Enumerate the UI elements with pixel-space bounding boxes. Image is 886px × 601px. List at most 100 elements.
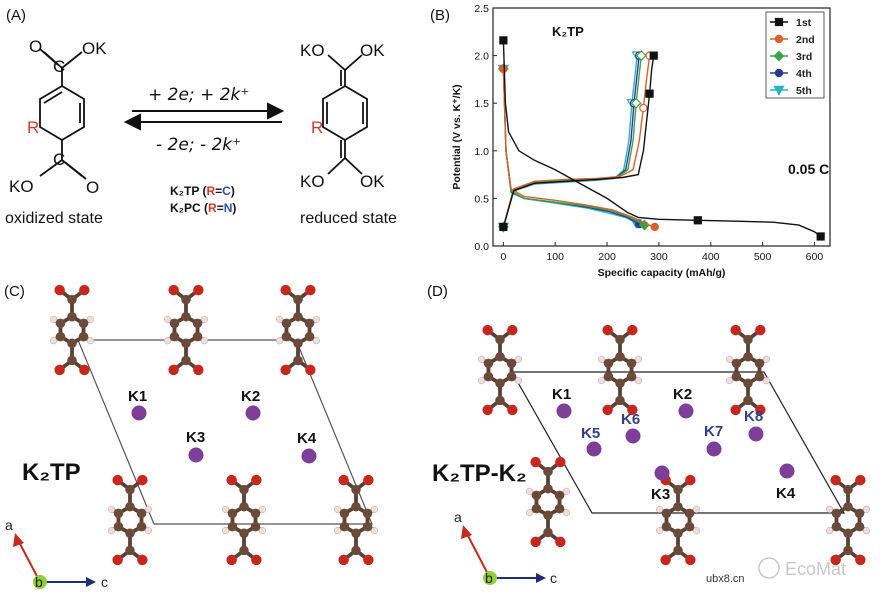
arrowhead <box>267 102 285 120</box>
oxygen-atom <box>193 284 204 296</box>
data-point <box>649 51 658 60</box>
data-point <box>645 89 654 98</box>
hydrogen-atom <box>222 505 230 513</box>
benzene-ring <box>39 84 85 142</box>
oxygen-atom <box>226 474 237 486</box>
oxygen-atom <box>507 404 518 416</box>
panel-b-letter: (B) <box>430 7 450 24</box>
data-point <box>816 232 825 241</box>
carbon-atom <box>181 311 191 322</box>
carbon-atom <box>684 521 695 532</box>
oxygen-atom <box>338 474 349 486</box>
carbon-atom <box>78 331 89 342</box>
legend-label: 2nd <box>796 34 815 46</box>
oxygen-atom <box>112 474 123 486</box>
bond <box>39 48 59 66</box>
chart-legend: 1st 2nd 3rd 4th 5th <box>765 11 825 99</box>
carbon-atom <box>67 338 77 349</box>
series-line-1st-discharge <box>502 40 822 238</box>
series-line-4th-discharge <box>502 68 640 225</box>
carbon-atom <box>831 521 842 532</box>
y-tick-label: 0.0 <box>474 241 489 253</box>
oxygen-atom <box>855 474 866 486</box>
data-point <box>639 103 648 113</box>
carbon-atom <box>554 490 565 501</box>
legend-entry: K₂TP (R=C) <box>170 184 235 198</box>
hydrogen-atom <box>276 315 284 323</box>
terephthalate-molecule <box>526 456 570 548</box>
carbon-atom <box>543 483 553 494</box>
series-line-5th-charge <box>502 55 638 228</box>
hydrogen-atom <box>478 377 486 385</box>
x-tick-label: 200 <box>598 251 616 263</box>
data-point <box>638 219 650 231</box>
oxygen-atom <box>685 554 696 566</box>
carbon-atom <box>293 338 303 349</box>
carbon-atom <box>483 358 494 369</box>
unit-cell <box>77 339 373 525</box>
x-tick-label: 500 <box>754 251 772 263</box>
oxygen-atom <box>280 284 291 296</box>
carbon-atom <box>661 508 672 519</box>
carbon-atom <box>304 318 315 329</box>
k2tp-label: K₂TP <box>22 459 81 486</box>
hydrogen-atom <box>370 527 378 535</box>
y-tick-label: 2.0 <box>474 51 489 63</box>
panel-c-letter: (C) <box>4 283 25 300</box>
oxidized-molecule <box>39 48 87 180</box>
terephthalate-molecule <box>478 324 522 416</box>
x-tick-label: 600 <box>806 251 824 263</box>
oxygen-atom <box>830 554 841 566</box>
carbon-atom <box>239 484 249 495</box>
carbon-atom <box>615 395 625 406</box>
oxygen-atom <box>363 554 374 566</box>
carbon-atom <box>554 503 565 514</box>
carbon-atom <box>673 545 683 556</box>
watermark-brand: EcoMat <box>785 559 846 579</box>
reaction-arrows <box>123 102 285 131</box>
carbon-atom <box>78 318 89 329</box>
data-point <box>773 85 785 96</box>
carbon-atom <box>362 508 373 519</box>
carbon-atom <box>239 528 249 539</box>
carbon-atom <box>684 508 695 519</box>
ko-label: KO <box>300 172 325 191</box>
hydrogen-atom <box>862 505 870 513</box>
hydrogen-atom <box>200 337 208 345</box>
panel-c: (C) K1 K2 K3 K4 K₂TP a b c <box>4 283 378 590</box>
carbon-atom <box>192 318 203 329</box>
hydrogen-atom <box>526 487 534 495</box>
carbon-atom <box>743 334 753 345</box>
oxygen-atom <box>280 364 291 376</box>
hydrogen-atom <box>634 355 642 363</box>
oxygen-label: O <box>86 178 99 197</box>
k2tp-k2-label: K₂TP-K₂ <box>432 460 527 487</box>
carbon-atom <box>754 371 765 382</box>
hydrogen-atom <box>86 337 94 345</box>
k1-label: K1 <box>552 386 571 403</box>
r-label: R <box>311 118 323 137</box>
potassium-atom <box>131 405 147 421</box>
k4-label: K4 <box>776 485 796 502</box>
potassium-atom <box>625 428 641 444</box>
terephthalate-molecule <box>598 324 642 416</box>
oxygen-atom <box>482 324 493 336</box>
oxygen-atom <box>755 324 766 336</box>
data-point <box>773 50 785 62</box>
carbon-atom <box>843 484 853 495</box>
carbon-atom <box>169 318 180 329</box>
k8-label: K8 <box>744 408 763 425</box>
carbon-atom <box>731 358 742 369</box>
axis-b-origin <box>483 571 497 585</box>
k3-label: K3 <box>186 429 205 446</box>
axis-b-label: b <box>35 574 43 590</box>
carbon-atom <box>843 545 853 556</box>
carbon-atom <box>339 508 350 519</box>
panel-b: (B) 0.0 0.5 1.0 1.5 2.0 2.5 0 100 200 300 400 500 6… <box>430 3 831 279</box>
carbon-atom <box>339 521 350 532</box>
arrowhead <box>536 573 546 583</box>
reduced-state-label: reduced state <box>300 210 397 227</box>
oxygen-atom <box>830 474 841 486</box>
terephthalate-molecule <box>50 284 94 376</box>
carbon-atom <box>743 351 753 362</box>
